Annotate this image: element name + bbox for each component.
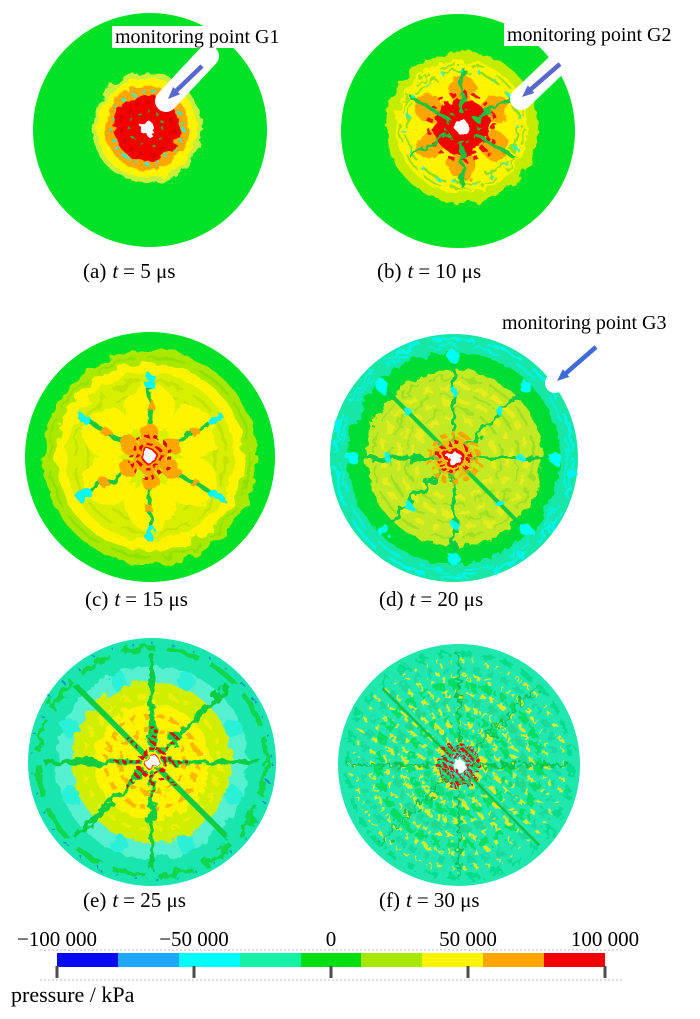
caption-d-variable: t bbox=[409, 587, 416, 611]
colorbar-tick bbox=[466, 966, 470, 978]
colorbar-minor-ticks-bottom bbox=[40, 979, 622, 981]
monitoring-point-g3-label: monitoring point G3 bbox=[499, 312, 670, 334]
green-spokes bbox=[356, 360, 552, 556]
center-hole bbox=[453, 759, 465, 771]
colorbar-segment bbox=[544, 953, 606, 967]
caption-e-value: = 25 μs bbox=[123, 888, 186, 912]
caption-a: (a) t = 5 μs bbox=[83, 259, 175, 284]
caption-f-value: = 30 μs bbox=[416, 888, 480, 912]
caption-f: (f) t = 30 μs bbox=[379, 888, 480, 913]
center-hole bbox=[145, 755, 159, 769]
caption-d: (d) t = 20 μs bbox=[379, 587, 483, 612]
center-hole bbox=[455, 120, 469, 134]
caption-a-variable: t bbox=[112, 259, 119, 283]
colorbar-segments bbox=[57, 953, 606, 967]
monitoring-point-g1-label: monitoring point G1 bbox=[112, 26, 283, 48]
cyan-patches bbox=[61, 671, 243, 853]
caption-c: (c) t = 15 μs bbox=[85, 587, 188, 612]
colorbar-segment bbox=[483, 953, 545, 967]
colorbar-segment bbox=[422, 953, 484, 967]
colorbar-unit-label: pressure / kPa bbox=[11, 982, 135, 1007]
contour-pattern bbox=[43, 350, 257, 564]
colorbar-ticks bbox=[55, 966, 607, 979]
contour-pattern bbox=[344, 650, 574, 880]
cyan-accents bbox=[76, 373, 224, 541]
subfigure-b-contour-plot bbox=[341, 14, 575, 248]
caption-f-variable: t bbox=[405, 888, 412, 912]
colorbar-tick-label: −50 000 bbox=[159, 927, 229, 951]
caption-a-index: (a) bbox=[83, 259, 107, 283]
colorbar-segment bbox=[178, 953, 240, 967]
colorbar-minor-ticks-top bbox=[40, 949, 622, 951]
contour-pattern bbox=[92, 73, 202, 183]
caption-e-index: (e) bbox=[83, 888, 107, 912]
contour-pattern bbox=[31, 641, 273, 883]
caption-b-value: = 10 μs bbox=[418, 259, 482, 283]
colorbar-tick bbox=[603, 966, 607, 978]
colorbar-segment bbox=[57, 953, 118, 967]
caption-b-index: (b) bbox=[377, 259, 402, 283]
caption-d-index: (d) bbox=[379, 587, 404, 611]
colorbar-segment bbox=[300, 953, 362, 967]
colorbar-tick bbox=[192, 966, 196, 978]
caption-f-index: (f) bbox=[379, 888, 400, 912]
caption-c-index: (c) bbox=[85, 587, 109, 611]
colorbar-tick-label: 50 000 bbox=[439, 927, 497, 951]
colorbar-segment bbox=[361, 953, 423, 967]
colorbar-tick bbox=[329, 966, 333, 978]
caption-b-variable: t bbox=[407, 259, 414, 283]
colorbar-tick bbox=[55, 966, 59, 978]
subfigure-e-contour-plot bbox=[28, 638, 276, 886]
subfigure-c-contour-plot bbox=[25, 332, 275, 582]
center-hole bbox=[140, 121, 154, 135]
caption-d-value: = 20 μs bbox=[420, 587, 484, 611]
colorbar-segment bbox=[117, 953, 179, 967]
colorbar-tick-labels: −100 000 −50 000 0 50 000 100 000 bbox=[17, 927, 639, 951]
green-spokes bbox=[409, 67, 515, 187]
caption-b: (b) t = 10 μs bbox=[377, 259, 481, 284]
caption-a-value: = 5 μs bbox=[123, 259, 176, 283]
center-hole bbox=[144, 451, 156, 463]
green-spokes bbox=[347, 653, 571, 877]
center-hole bbox=[447, 451, 461, 465]
monitoring-point-g2-label: monitoring point G2 bbox=[504, 24, 675, 46]
subfigure-f-contour-plot bbox=[338, 644, 580, 886]
colorbar-tick-label: 0 bbox=[325, 927, 337, 951]
colorbar-tick-label: 100 000 bbox=[570, 927, 640, 951]
colorbar-segment bbox=[239, 953, 301, 967]
caption-c-value: = 15 μs bbox=[125, 587, 188, 611]
cyan-accents bbox=[347, 351, 561, 565]
caption-e: (e) t = 25 μs bbox=[83, 888, 186, 913]
caption-e-variable: t bbox=[112, 888, 119, 912]
subfigure-d-contour-plot bbox=[330, 334, 578, 582]
contour-pattern bbox=[333, 337, 575, 579]
contour-pattern bbox=[386, 51, 538, 203]
caption-c-variable: t bbox=[114, 587, 121, 611]
colorbar-tick-label: −100 000 bbox=[16, 927, 98, 951]
